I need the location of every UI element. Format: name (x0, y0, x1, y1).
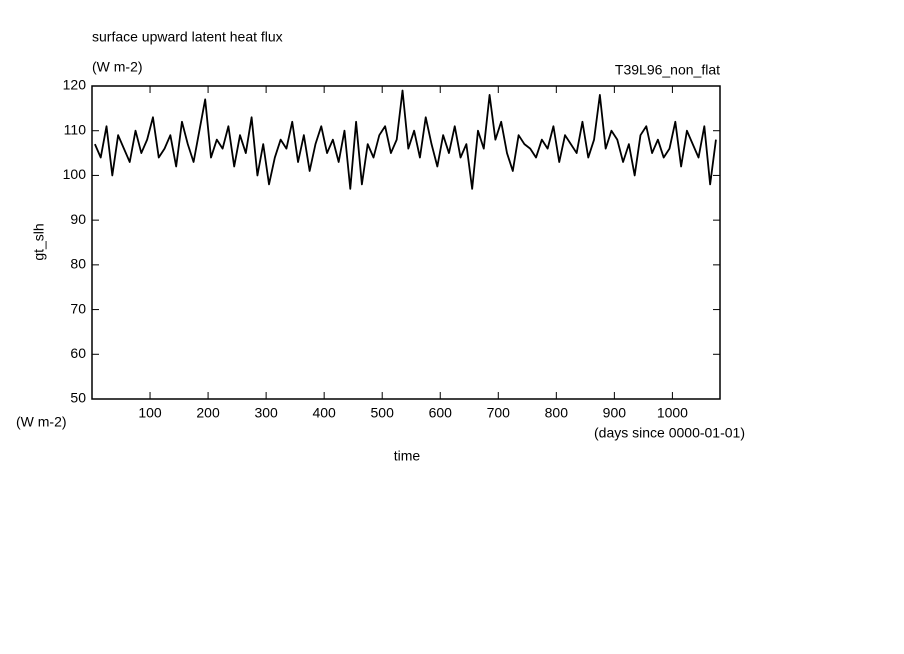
plot-frame (91, 85, 721, 400)
y-tick-label: 120 (63, 77, 87, 93)
annotation: T39L96_non_flat (615, 62, 720, 78)
x-tick-label: 200 (196, 405, 220, 421)
x-tick-label: 400 (312, 405, 336, 421)
y-tick-label: 50 (70, 390, 86, 406)
y-tick-label: 100 (63, 166, 87, 182)
chart-subtitle: (W m-2) (92, 59, 143, 75)
x-tick-label: 800 (545, 405, 569, 421)
y-axis-unit: (W m-2) (16, 414, 67, 430)
y-axis-label: gt_slh (31, 223, 47, 260)
x-tick-label: 1000 (657, 405, 688, 421)
data-line (94, 89, 717, 190)
y-tick-label: 90 (70, 211, 86, 227)
x-tick-label: 100 (138, 405, 162, 421)
x-axis-label: time (394, 448, 421, 464)
y-tick-label: 110 (64, 121, 87, 137)
x-tick-label: 500 (371, 405, 395, 421)
x-tick-label: 600 (429, 405, 453, 421)
y-tick-label: 60 (70, 345, 86, 361)
y-tick-label: 70 (70, 300, 86, 316)
chart-title: surface upward latent heat flux (92, 29, 283, 45)
x-tick-label: 300 (254, 405, 278, 421)
y-tick-label: 80 (70, 256, 86, 272)
x-tick-label: 900 (603, 405, 627, 421)
x-tick-label: 700 (487, 405, 511, 421)
x-axis-unit: (days since 0000-01-01) (594, 425, 745, 441)
